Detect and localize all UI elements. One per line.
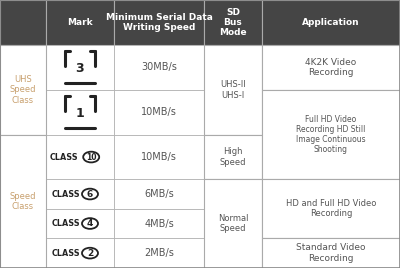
- Bar: [204, 209, 262, 238]
- Text: UHS-II
UHS-I: UHS-II UHS-I: [220, 80, 246, 100]
- Text: 3: 3: [76, 62, 84, 75]
- Bar: [0, 135, 46, 179]
- Bar: [0, 0, 46, 45]
- Text: 4K2K Video
Recording: 4K2K Video Recording: [305, 58, 357, 77]
- Text: 4: 4: [87, 219, 93, 228]
- Text: Standard Video
Recording: Standard Video Recording: [296, 243, 366, 263]
- Bar: [204, 179, 262, 209]
- Bar: [46, 209, 114, 238]
- Text: 4MB/s: 4MB/s: [144, 218, 174, 229]
- Text: 6: 6: [87, 189, 93, 199]
- Text: 30MB/s: 30MB/s: [141, 62, 177, 72]
- Bar: [262, 90, 400, 135]
- Text: CLASS: CLASS: [52, 249, 80, 258]
- Bar: [46, 179, 114, 209]
- Bar: [204, 179, 262, 268]
- Bar: [262, 135, 400, 179]
- Text: 1: 1: [76, 107, 84, 120]
- Bar: [204, 45, 262, 90]
- Text: HD and Full HD Video
Recording: HD and Full HD Video Recording: [286, 199, 376, 218]
- Text: Full HD Video
Recording HD Still
Image Continuous
Shooting: Full HD Video Recording HD Still Image C…: [296, 115, 366, 154]
- Bar: [204, 135, 262, 179]
- Text: CLASS: CLASS: [52, 189, 80, 199]
- Text: Application: Application: [302, 18, 360, 27]
- Bar: [114, 238, 204, 268]
- Text: Mark: Mark: [67, 18, 93, 27]
- Bar: [262, 209, 400, 238]
- Bar: [114, 209, 204, 238]
- Circle shape: [82, 218, 98, 229]
- Bar: [46, 238, 114, 268]
- Bar: [0, 238, 46, 268]
- Circle shape: [83, 152, 99, 162]
- Circle shape: [82, 248, 98, 258]
- Bar: [204, 238, 262, 268]
- Bar: [46, 45, 114, 90]
- Text: Normal
Speed: Normal Speed: [218, 214, 248, 233]
- Text: 2: 2: [87, 249, 93, 258]
- Bar: [114, 90, 204, 135]
- Text: 6MB/s: 6MB/s: [144, 189, 174, 199]
- Bar: [0, 209, 46, 238]
- Text: SD
Bus
Mode: SD Bus Mode: [219, 8, 247, 38]
- Text: Minimum Serial Data
Writing Speed: Minimum Serial Data Writing Speed: [106, 13, 212, 32]
- Bar: [114, 0, 204, 45]
- Circle shape: [82, 189, 98, 199]
- Bar: [0, 45, 46, 90]
- Bar: [114, 45, 204, 90]
- Bar: [46, 0, 114, 45]
- Text: 10MB/s: 10MB/s: [141, 152, 177, 162]
- Bar: [262, 179, 400, 238]
- Bar: [262, 45, 400, 90]
- Text: 10: 10: [86, 152, 96, 162]
- Bar: [114, 179, 204, 209]
- Bar: [114, 135, 204, 179]
- Bar: [0, 179, 46, 209]
- Bar: [262, 179, 400, 209]
- Bar: [262, 45, 400, 90]
- Bar: [204, 90, 262, 135]
- Text: High
Speed: High Speed: [220, 147, 246, 167]
- Text: 10MB/s: 10MB/s: [141, 107, 177, 117]
- Bar: [0, 45, 46, 135]
- Bar: [0, 90, 46, 135]
- Bar: [262, 238, 400, 268]
- Text: CLASS: CLASS: [50, 152, 78, 162]
- Bar: [204, 135, 262, 179]
- Bar: [0, 135, 46, 268]
- Text: UHS
Speed
Class: UHS Speed Class: [10, 75, 36, 105]
- Bar: [46, 90, 114, 135]
- Text: CLASS: CLASS: [52, 219, 80, 228]
- Text: Speed
Class: Speed Class: [10, 192, 36, 211]
- Bar: [204, 45, 262, 135]
- Bar: [204, 0, 262, 45]
- Bar: [46, 135, 114, 179]
- Text: 2MB/s: 2MB/s: [144, 248, 174, 258]
- Bar: [262, 90, 400, 179]
- Bar: [262, 0, 400, 45]
- Bar: [262, 238, 400, 268]
